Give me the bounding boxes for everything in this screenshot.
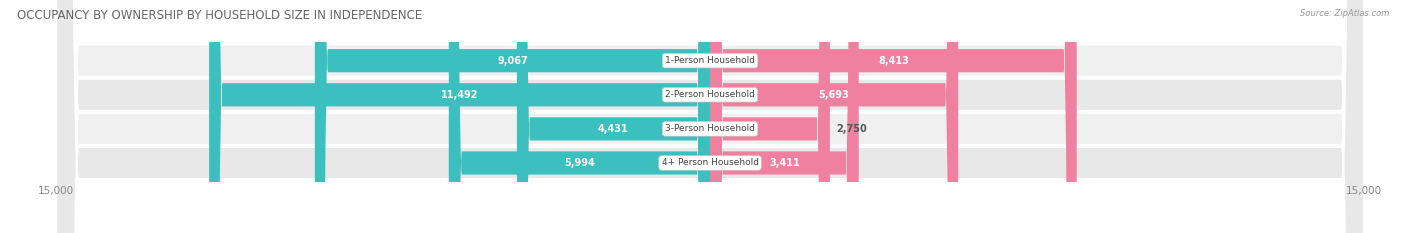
Text: 2,750: 2,750 [837, 124, 868, 134]
Text: 5,994: 5,994 [564, 158, 595, 168]
Text: Source: ZipAtlas.com: Source: ZipAtlas.com [1299, 9, 1389, 18]
FancyBboxPatch shape [449, 0, 710, 233]
Text: 4,431: 4,431 [598, 124, 628, 134]
FancyBboxPatch shape [56, 0, 1364, 233]
FancyBboxPatch shape [710, 0, 859, 233]
Text: 5,693: 5,693 [818, 90, 849, 100]
FancyBboxPatch shape [710, 0, 1077, 233]
Text: 1-Person Household: 1-Person Household [665, 56, 755, 65]
FancyBboxPatch shape [56, 0, 1364, 233]
FancyBboxPatch shape [315, 0, 710, 233]
FancyBboxPatch shape [710, 0, 830, 233]
Text: 3-Person Household: 3-Person Household [665, 124, 755, 133]
FancyBboxPatch shape [209, 0, 710, 233]
FancyBboxPatch shape [56, 0, 1364, 233]
Text: OCCUPANCY BY OWNERSHIP BY HOUSEHOLD SIZE IN INDEPENDENCE: OCCUPANCY BY OWNERSHIP BY HOUSEHOLD SIZE… [17, 9, 422, 22]
FancyBboxPatch shape [710, 0, 957, 233]
Text: 8,413: 8,413 [877, 56, 908, 66]
Text: 4+ Person Household: 4+ Person Household [662, 158, 758, 168]
Text: 9,067: 9,067 [498, 56, 527, 66]
FancyBboxPatch shape [56, 0, 1364, 233]
Text: 2-Person Household: 2-Person Household [665, 90, 755, 99]
Text: 11,492: 11,492 [441, 90, 478, 100]
FancyBboxPatch shape [517, 0, 710, 233]
Text: 3,411: 3,411 [769, 158, 800, 168]
